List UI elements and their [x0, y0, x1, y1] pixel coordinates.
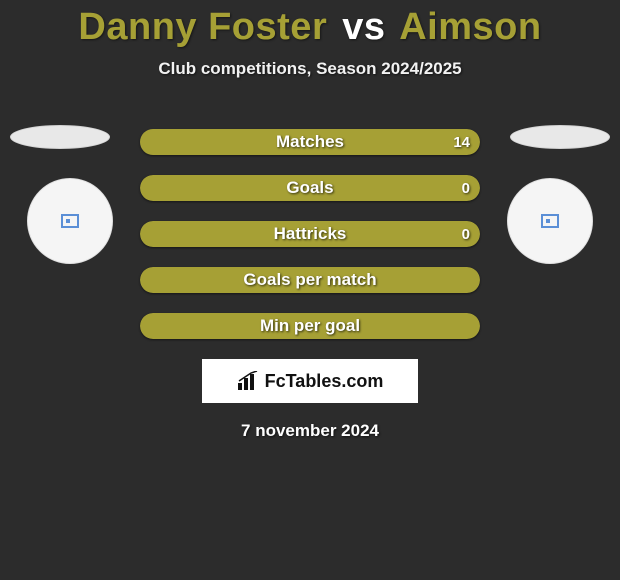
player2-badge [507, 178, 593, 264]
date-label: 7 november 2024 [0, 421, 620, 441]
title-player2: Aimson [399, 6, 541, 48]
stat-value-right: 0 [452, 175, 480, 201]
logo-text: FcTables.com [265, 371, 384, 392]
subtitle: Club competitions, Season 2024/2025 [0, 59, 620, 79]
stat-row: Goals0 [140, 175, 480, 201]
stat-row: Matches14 [140, 129, 480, 155]
stat-label: Hattricks [140, 221, 480, 247]
stat-value-right: 0 [452, 221, 480, 247]
player1-badge [27, 178, 113, 264]
title-player1: Danny Foster [78, 6, 327, 48]
ellipse-left [10, 125, 110, 149]
player2-badge-icon [541, 214, 559, 228]
bars-icon [237, 371, 261, 391]
page-title: Danny Foster vs Aimson [0, 0, 620, 49]
stat-row: Hattricks0 [140, 221, 480, 247]
stat-label: Goals [140, 175, 480, 201]
stat-bars: Matches14Goals0Hattricks0Goals per match… [140, 129, 480, 339]
stat-row: Goals per match [140, 267, 480, 293]
stat-row: Min per goal [140, 313, 480, 339]
player1-badge-icon [61, 214, 79, 228]
stat-label: Goals per match [140, 267, 480, 293]
stat-value-right: 14 [443, 129, 480, 155]
fctables-logo: FcTables.com [202, 359, 418, 403]
stat-label: Min per goal [140, 313, 480, 339]
title-vs: vs [342, 6, 385, 48]
ellipse-right [510, 125, 610, 149]
stat-label: Matches [140, 129, 480, 155]
